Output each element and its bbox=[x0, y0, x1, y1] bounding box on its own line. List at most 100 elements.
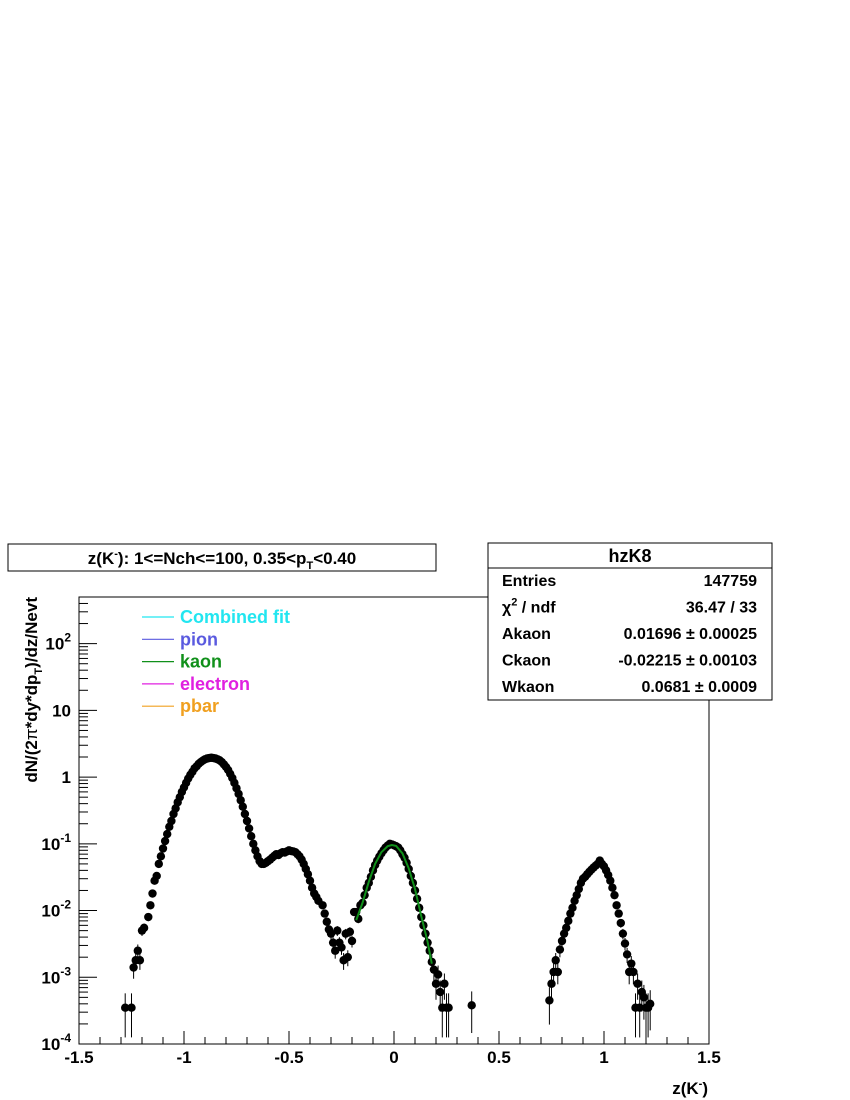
data-point bbox=[121, 1003, 130, 1012]
data-point bbox=[146, 901, 155, 910]
data-point bbox=[144, 912, 153, 922]
stats-label: Akaon bbox=[502, 626, 551, 643]
data-point bbox=[562, 923, 571, 933]
data-point bbox=[133, 946, 142, 955]
data-point bbox=[345, 927, 355, 937]
data-point bbox=[431, 979, 441, 988]
stats-name: hzK8 bbox=[608, 546, 651, 566]
data-point bbox=[633, 979, 642, 988]
legend-label: pbar bbox=[180, 696, 219, 716]
data-point bbox=[163, 829, 172, 839]
data-point bbox=[354, 914, 363, 924]
data-point bbox=[629, 967, 638, 977]
data-point bbox=[240, 809, 250, 819]
data-point bbox=[160, 836, 170, 846]
legend-label: Combined fit bbox=[180, 607, 290, 627]
y-tick-label: 102 bbox=[45, 631, 71, 654]
data-point bbox=[436, 987, 445, 997]
axis-ticks bbox=[78, 596, 710, 1045]
data-point bbox=[627, 959, 636, 968]
data-point bbox=[331, 946, 340, 955]
stats-value: 36.47 / 33 bbox=[686, 600, 757, 617]
stats-value: 147759 bbox=[704, 573, 757, 590]
data-point bbox=[244, 824, 254, 833]
stats-label: Ckaon bbox=[502, 653, 551, 670]
x-tick-label: -1.5 bbox=[64, 1048, 93, 1067]
data-point bbox=[236, 796, 245, 805]
data-point bbox=[156, 852, 166, 861]
data-point bbox=[347, 936, 357, 946]
y-tick-label: 10 bbox=[52, 701, 71, 720]
data-point bbox=[557, 936, 567, 946]
y-tick-label: 10-3 bbox=[41, 964, 71, 987]
data-point bbox=[249, 839, 258, 849]
data-point bbox=[547, 979, 556, 988]
stats-label: Entries bbox=[502, 573, 556, 590]
data-point bbox=[129, 963, 138, 972]
data-point bbox=[139, 923, 149, 933]
data-point bbox=[614, 909, 623, 918]
data-point bbox=[154, 859, 163, 869]
stats-value: 0.0681 ± 0.0009 bbox=[641, 679, 757, 696]
x-tick-label: -1 bbox=[176, 1048, 191, 1067]
data-point bbox=[158, 844, 168, 853]
data-point bbox=[242, 816, 252, 826]
data-point bbox=[639, 993, 649, 1002]
data-point bbox=[167, 816, 176, 826]
title-box: z(K-): 1<=Nch<=100, 0.35<pT<0.40 bbox=[7, 543, 437, 572]
y-axis-label: dN/(2π*dy*dpT)/dz/Nevt bbox=[22, 597, 45, 783]
data-point bbox=[440, 979, 449, 988]
data-point bbox=[646, 999, 655, 1009]
x-tick-labels: -1.5 -1 -0.5 0 0.5 1 1.5 bbox=[64, 1048, 720, 1067]
legend-label: electron bbox=[180, 674, 250, 694]
data-point bbox=[545, 996, 554, 1005]
kaon-fit-curve bbox=[355, 843, 433, 964]
data-point bbox=[333, 926, 342, 935]
x-tick-label: 1.5 bbox=[697, 1048, 721, 1067]
data-point bbox=[127, 1003, 136, 1012]
x-tick-label: 0 bbox=[389, 1048, 398, 1067]
data-point bbox=[551, 956, 560, 965]
data-point bbox=[152, 871, 161, 881]
data-point bbox=[247, 832, 256, 841]
data-points bbox=[121, 753, 655, 1038]
stats-box: hzK8 Entries 147759 χ2 / ndf 36.47 / 33 Akao… bbox=[487, 542, 773, 701]
x-tick-label: -0.5 bbox=[274, 1048, 303, 1067]
data-point bbox=[444, 1003, 453, 1012]
data-point bbox=[622, 950, 632, 959]
data-point bbox=[553, 967, 562, 977]
data-point bbox=[606, 876, 615, 885]
data-point bbox=[555, 945, 565, 954]
stats-value: 0.01696 ± 0.00025 bbox=[624, 626, 757, 643]
x-tick-label: 0.5 bbox=[487, 1048, 511, 1067]
data-point bbox=[467, 1001, 476, 1010]
data-point bbox=[608, 883, 617, 892]
data-point bbox=[616, 918, 625, 928]
data-point bbox=[135, 956, 145, 965]
data-point bbox=[303, 870, 313, 879]
y-tick-labels: 10-4 10-3 10-2 10-1 1 10 102 bbox=[41, 631, 71, 1054]
y-tick-label: 1 bbox=[62, 768, 71, 787]
legend-label: pion bbox=[180, 629, 218, 649]
data-point bbox=[343, 952, 352, 962]
data-point bbox=[568, 903, 577, 912]
data-point bbox=[612, 901, 621, 910]
x-axis-label: z(K-) bbox=[672, 1078, 708, 1098]
y-tick-label: 10-4 bbox=[41, 1031, 71, 1054]
data-point bbox=[234, 789, 243, 799]
data-point bbox=[318, 901, 327, 910]
stats-label: χ2 / ndf bbox=[502, 597, 556, 617]
y-tick-label: 10-2 bbox=[41, 898, 71, 921]
data-point bbox=[148, 889, 157, 898]
x-tick-label: 1 bbox=[599, 1048, 608, 1067]
y-tick-label: 10-1 bbox=[41, 831, 71, 854]
data-point bbox=[564, 916, 573, 926]
data-point bbox=[320, 909, 329, 918]
kaon-fit-line bbox=[355, 843, 433, 964]
stats-value: -0.02215 ± 0.00103 bbox=[618, 653, 757, 670]
data-point bbox=[610, 890, 619, 900]
data-point bbox=[326, 929, 336, 938]
data-point bbox=[305, 876, 315, 885]
